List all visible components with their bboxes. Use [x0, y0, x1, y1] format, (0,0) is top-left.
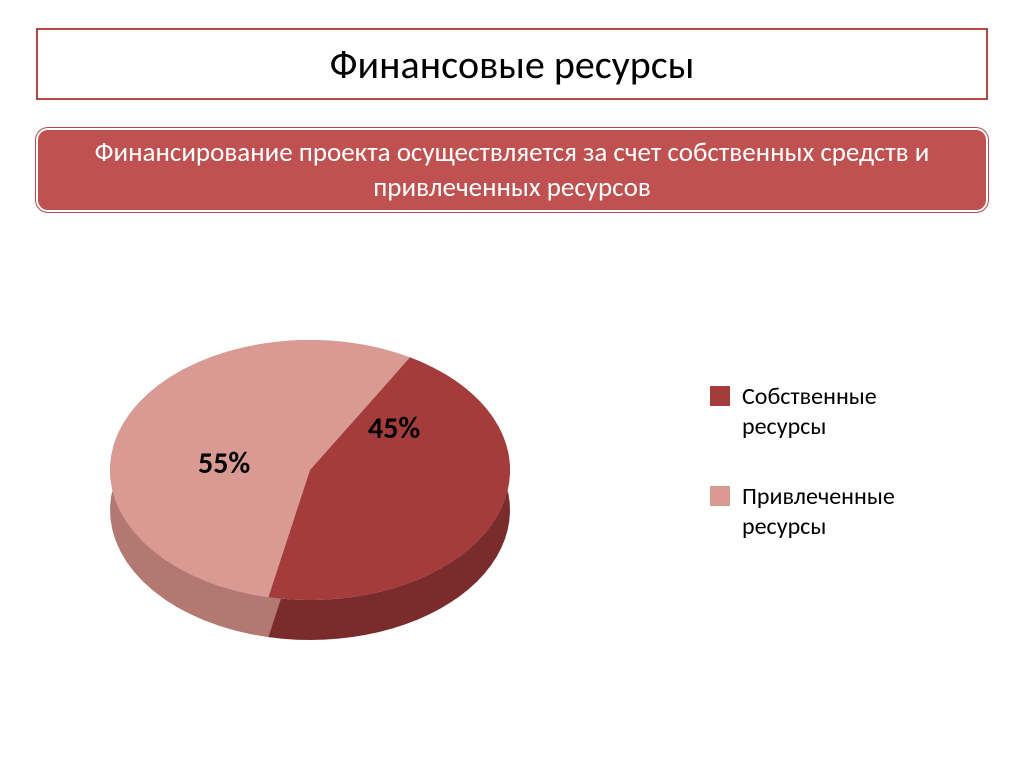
legend-label-attracted: Привлеченные ресурсы — [742, 482, 962, 542]
pie-slice-label-own: 45% — [368, 410, 420, 447]
subtitle-text: Финансирование проекта осуществляется за… — [58, 135, 966, 205]
legend-item-attracted: Привлеченные ресурсы — [710, 482, 962, 542]
legend-item-own: Собственные ресурсы — [710, 382, 962, 442]
legend-label-own: Собственные ресурсы — [742, 382, 962, 442]
title-box: Финансовые ресурсы — [36, 28, 988, 100]
page-title: Финансовые ресурсы — [330, 40, 695, 89]
legend: Собственные ресурсы Привлеченные ресурсы — [710, 382, 962, 582]
legend-swatch-attracted — [710, 486, 730, 506]
legend-swatch-own — [710, 386, 730, 406]
pie-slice-label-attracted: 55% — [198, 445, 250, 482]
subtitle-box: Финансирование проекта осуществляется за… — [36, 128, 988, 212]
